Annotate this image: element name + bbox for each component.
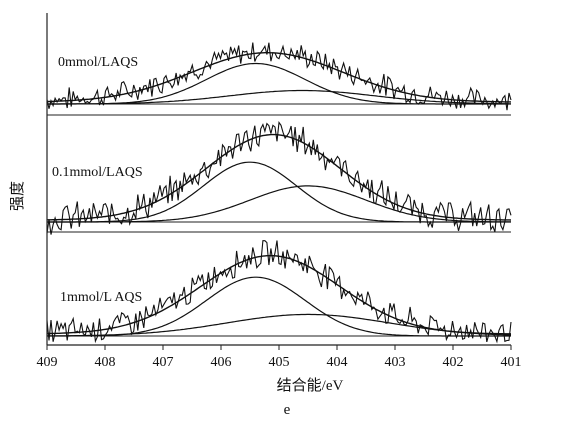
envelope-fit-line (47, 52, 511, 103)
raw-spectrum-line (46, 240, 512, 344)
component-peak-2-line (47, 313, 512, 337)
x-axis-title: 结合能/eV (277, 377, 344, 394)
panel-label: 0mmol/LAQS (58, 55, 138, 70)
x-tick-label: 401 (501, 355, 522, 370)
x-tick-label: 403 (385, 355, 406, 370)
raw-spectrum-line (46, 121, 512, 235)
y-axis-title: 强度 (9, 181, 26, 211)
panel-1: 0mmol/LAQS (46, 42, 512, 111)
x-tick-label: 402 (443, 355, 464, 370)
x-tick-label: 408 (95, 355, 116, 370)
panel-3: 1mmol/L AQS (46, 240, 512, 344)
x-tick-label: 404 (327, 355, 348, 370)
panels-layer: 0mmol/LAQS 0.1mmol/LAQS 1mmol/L AQS (46, 42, 512, 344)
panel-2: 0.1mmol/LAQS (46, 121, 512, 235)
x-tick-label: 407 (153, 355, 174, 370)
component-peak-2-line (47, 185, 511, 223)
x-axis: 409 408 407 406 405 404 403 402 401 (37, 13, 522, 370)
panel-label: 1mmol/L AQS (60, 290, 142, 305)
component-peak-1-line (47, 161, 511, 223)
x-tick-label: 405 (269, 355, 290, 370)
subfigure-caption: e (284, 402, 291, 418)
envelope-fit-line (47, 133, 512, 221)
panel-label: 0.1mmol/LAQS (52, 165, 143, 180)
x-tick-label: 409 (37, 355, 58, 370)
x-tick-label: 406 (211, 355, 232, 370)
component-peak-2-line (47, 89, 511, 105)
